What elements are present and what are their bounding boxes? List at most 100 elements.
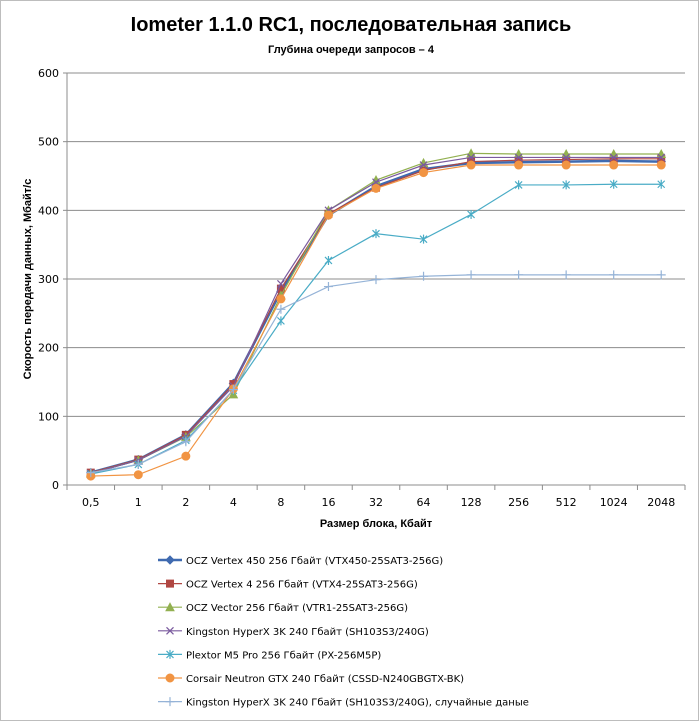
y-tick-label: 300 [38, 273, 59, 286]
y-tick-label: 500 [38, 136, 59, 149]
x-tick-label: 1 [135, 496, 142, 509]
legend-marker [165, 673, 175, 683]
data-point [419, 161, 428, 169]
series-2 [86, 154, 666, 477]
series-line [90, 159, 662, 474]
data-point [609, 179, 618, 189]
series-layer [85, 148, 667, 481]
data-point [609, 160, 619, 170]
legend-label: Corsair Neutron GTX 240 Гбайт (CSSD-N240… [186, 674, 464, 685]
series-line [90, 274, 662, 474]
series-7 [86, 270, 666, 478]
data-point [657, 153, 666, 162]
data-point [181, 437, 191, 447]
data-point [323, 282, 333, 292]
x-tick-label: 256 [508, 496, 529, 509]
series-line [90, 183, 662, 475]
data-point [466, 160, 476, 170]
data-point [371, 183, 381, 193]
series-4 [86, 153, 666, 478]
data-point [372, 229, 380, 239]
x-tick-label: 0,5 [82, 496, 100, 509]
data-point [276, 279, 285, 288]
x-tick-label: 32 [369, 496, 383, 509]
y-tick-label: 400 [38, 204, 59, 217]
legend-item: Kingston HyperX 3K 240 Гбайт (SH103S3/24… [158, 627, 429, 638]
y-tick-label: 200 [38, 342, 59, 355]
data-point [657, 179, 666, 189]
series-line [90, 152, 662, 474]
x-tick-label: 64 [417, 496, 431, 509]
data-point [181, 451, 191, 461]
data-point [419, 234, 428, 244]
series-6 [86, 160, 666, 481]
legend-label: Plextor M5 Pro 256 Гбайт (PX-256M5P) [186, 650, 381, 661]
legend-item: OCZ Vector 256 Гбайт (VTR1-25SAT3-256G) [158, 602, 408, 614]
series-5 [86, 179, 666, 479]
data-point [228, 385, 238, 395]
data-point [656, 160, 666, 170]
data-point [514, 270, 524, 280]
legend-label: Kingston HyperX 3K 240 Гбайт (SH103S3/24… [186, 627, 429, 638]
legend-marker [166, 579, 174, 588]
legend-item: Kingston HyperX 3K 240 Гбайт (SH103S3/24… [158, 697, 529, 709]
gridlines [63, 72, 685, 486]
data-point [609, 153, 618, 162]
x-tick-labels: 0,5 1 2 4 8 16 32 64 128 256 512 1024 2048 [82, 496, 675, 509]
data-point [276, 304, 286, 314]
legend-item: Plextor M5 Pro 256 Гбайт (PX-256M5P) [158, 649, 381, 661]
legend-marker [165, 697, 175, 707]
data-point [324, 255, 333, 265]
chart-subtitle: Глубина очереди запросов – 4 [268, 44, 435, 56]
data-point [467, 153, 476, 162]
x-tick-label: 16 [321, 496, 335, 509]
x-tick-label: 8 [277, 496, 284, 509]
series-1 [86, 156, 666, 478]
data-point [561, 160, 571, 170]
series-line [90, 158, 662, 474]
x-tick-label: 1024 [600, 496, 628, 509]
y-tick-label: 100 [38, 410, 59, 423]
data-point [133, 470, 143, 480]
legend-label: Kingston HyperX 3K 240 Гбайт (SH103S3/24… [186, 698, 529, 709]
series-3 [85, 148, 667, 478]
x-tick-label: 2 [182, 496, 189, 509]
y-tick-labels: 0 100 200 300 400 500 600 [38, 67, 59, 492]
legend-marker [165, 602, 175, 612]
data-point [562, 153, 571, 162]
legend-marker [166, 649, 174, 659]
x-tick-label: 128 [461, 496, 482, 509]
legend-item: OCZ Vertex 4 256 Гбайт (VTX4-25SAT3-256G… [158, 579, 418, 591]
legend-item: Corsair Neutron GTX 240 Гбайт (CSSD-N240… [158, 673, 464, 685]
series-line [90, 164, 662, 477]
axes [66, 73, 686, 490]
legend-marker [165, 555, 175, 565]
y-tick-label: 0 [52, 479, 59, 492]
data-point [276, 316, 285, 326]
legend-label: OCZ Vertex 450 256 Гбайт (VTX450-25SAT3-… [186, 556, 443, 567]
data-point [562, 180, 571, 190]
data-point [371, 275, 381, 285]
legend-item: OCZ Vertex 450 256 Гбайт (VTX450-25SAT3-… [158, 555, 443, 567]
series-line [90, 156, 662, 474]
data-point [561, 270, 571, 280]
x-tick-label: 2048 [647, 496, 675, 509]
y-tick-label: 600 [38, 67, 59, 80]
x-tick-label: 4 [230, 496, 237, 509]
legend: OCZ Vertex 450 256 Гбайт (VTX450-25SAT3-… [158, 555, 529, 709]
data-point [276, 294, 286, 304]
data-point [323, 210, 333, 220]
data-point [514, 160, 524, 170]
legend-marker [166, 626, 174, 635]
data-point [133, 459, 143, 469]
data-point [467, 209, 476, 219]
data-point [609, 270, 619, 280]
legend-label: OCZ Vector 256 Гбайт (VTR1-25SAT3-256G) [186, 603, 408, 614]
data-point [514, 153, 523, 162]
x-tick-label: 512 [556, 496, 577, 509]
chart-title: Iometer 1.1.0 RC1, последовательная запи… [131, 14, 572, 36]
data-point [656, 270, 666, 280]
y-axis-label: Скорость передачи данных, Мбайт/с [22, 179, 34, 380]
